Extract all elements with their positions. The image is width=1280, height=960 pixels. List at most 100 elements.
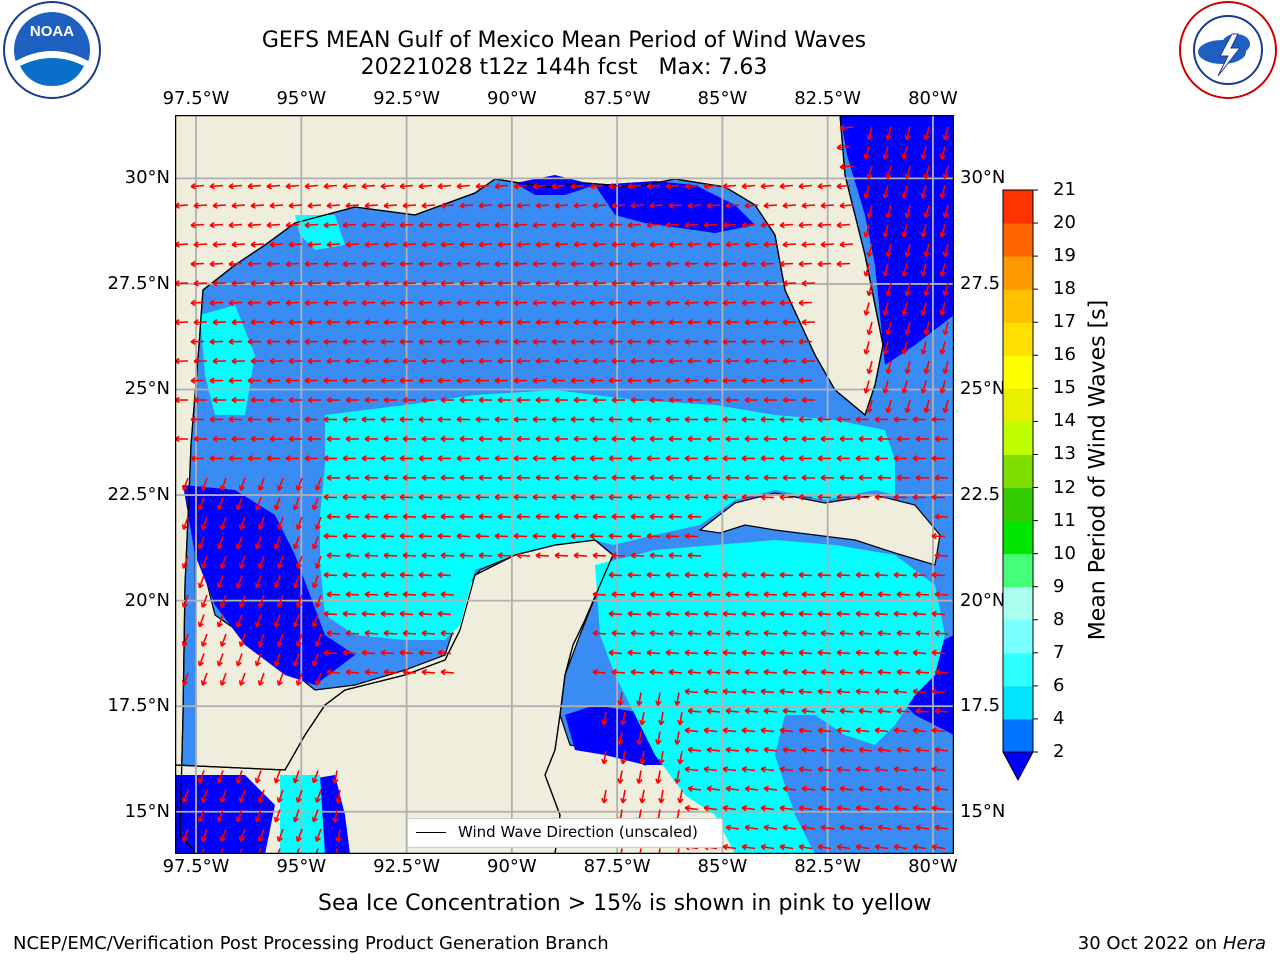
wind-arrow-head (383, 241, 389, 248)
wind-arrow-head (342, 649, 348, 656)
wind-arrow-head (931, 571, 937, 579)
colorbar-segment (1003, 520, 1033, 555)
colorbar-tick-label: 6 (1053, 674, 1065, 696)
wind-arrow-head (437, 532, 443, 540)
wind-arrow (779, 223, 794, 227)
wind-arrow-head (798, 299, 804, 307)
wind-arrow (277, 828, 284, 842)
wind-arrow-head (779, 182, 785, 190)
wind-arrow-head (687, 552, 693, 559)
wind-arrow-head (323, 532, 329, 540)
wind-arrow (182, 633, 189, 647)
wind-arrow (361, 223, 376, 227)
wind-arrow-head (608, 221, 614, 229)
wind-arrow-head (915, 824, 922, 831)
wind-arrow-head (912, 766, 918, 773)
wind-arrow-head (532, 299, 538, 307)
wind-arrow-head (839, 824, 846, 831)
wind-arrow (932, 768, 946, 772)
wind-arrow (924, 282, 930, 296)
wind-arrow-head (923, 212, 930, 219)
wind-arrow-head (885, 329, 892, 336)
wind-arrow (315, 789, 322, 803)
colorbar-segment (1003, 718, 1033, 753)
wind-arrow-head (421, 474, 427, 482)
wind-arrow (198, 497, 205, 510)
wind-arrow (675, 692, 680, 706)
wind-arrow-head (345, 668, 351, 676)
wind-arrow (665, 535, 680, 538)
wind-arrow-head (513, 338, 519, 345)
wind-arrow-head (285, 221, 291, 229)
wind-arrow (818, 768, 832, 772)
wind-arrow (820, 593, 835, 596)
wind-arrow-head (706, 435, 712, 443)
wind-arrow (763, 671, 778, 674)
wind-arrow-head (858, 785, 865, 793)
wind-arrow (839, 593, 854, 596)
wind-arrow (421, 593, 436, 596)
wind-arrow (877, 593, 892, 596)
wind-arrow-head (228, 377, 234, 384)
wind-arrow (687, 709, 702, 713)
wind-arrow-head (904, 329, 911, 336)
wind-arrow-head (901, 154, 908, 160)
wind-arrow-head (874, 766, 880, 773)
wind-arrow-head (611, 668, 617, 676)
wind-arrow-head (200, 797, 207, 803)
wind-arrow-head (292, 816, 299, 823)
wind-arrow (250, 243, 265, 246)
wind-arrow-head (437, 338, 443, 345)
wind-arrow-head (440, 357, 446, 365)
wind-arrow (640, 750, 645, 764)
wind-arrow (818, 845, 832, 850)
wind-arrow-head (782, 396, 788, 404)
wind-arrow-head (209, 221, 215, 229)
wind-arrow-head (212, 280, 218, 287)
wind-arrow (627, 651, 642, 655)
wind-arrow-head (190, 182, 196, 190)
wind-arrow-head (611, 319, 617, 326)
wind-arrow (905, 165, 911, 179)
wind-arrow (494, 262, 509, 265)
wind-arrow (258, 789, 265, 803)
wind-arrow-head (722, 299, 728, 307)
wind-arrow (307, 204, 322, 207)
wind-arrow-head (836, 455, 842, 462)
wind-arrow (304, 262, 319, 265)
wind-arrow (817, 690, 832, 694)
wind-arrow-head (866, 251, 873, 258)
wind-arrow-head (725, 202, 731, 209)
wind-arrow (639, 848, 642, 854)
wind-arrow-head (516, 513, 522, 520)
wind-arrow (239, 477, 246, 491)
wind-arrow-head (269, 202, 275, 209)
wind-arrow-head (858, 474, 864, 482)
wind-arrow (274, 497, 281, 510)
colorbar-tick-label: 7 (1053, 641, 1065, 663)
wind-arrow-head (858, 824, 865, 831)
wind-arrow (934, 632, 949, 635)
wind-arrow (782, 243, 797, 246)
wind-arrow-head (266, 260, 272, 268)
wind-arrow-head (608, 182, 614, 190)
wind-arrow-head (311, 777, 318, 784)
wind-arrow-head (364, 552, 370, 559)
colorbar-segment (1003, 619, 1033, 654)
wind-arrow-head (706, 707, 712, 715)
wind-arrow-head (866, 212, 873, 219)
wind-arrow (886, 126, 892, 140)
wind-arrow (665, 301, 680, 304)
lon-tick-bottom: 95°W (276, 856, 327, 877)
wind-arrow (905, 243, 911, 257)
wind-arrow (836, 612, 851, 616)
wind-arrow (821, 826, 835, 830)
wind-arrow (864, 341, 870, 355)
wind-arrow-head (687, 785, 694, 793)
wind-arrow-head (923, 368, 930, 375)
wind-arrow (934, 554, 949, 557)
wind-arrow-head (497, 474, 503, 482)
wind-arrow (817, 612, 832, 616)
wind-arrow-head (863, 310, 870, 316)
wind-arrow (532, 184, 547, 188)
